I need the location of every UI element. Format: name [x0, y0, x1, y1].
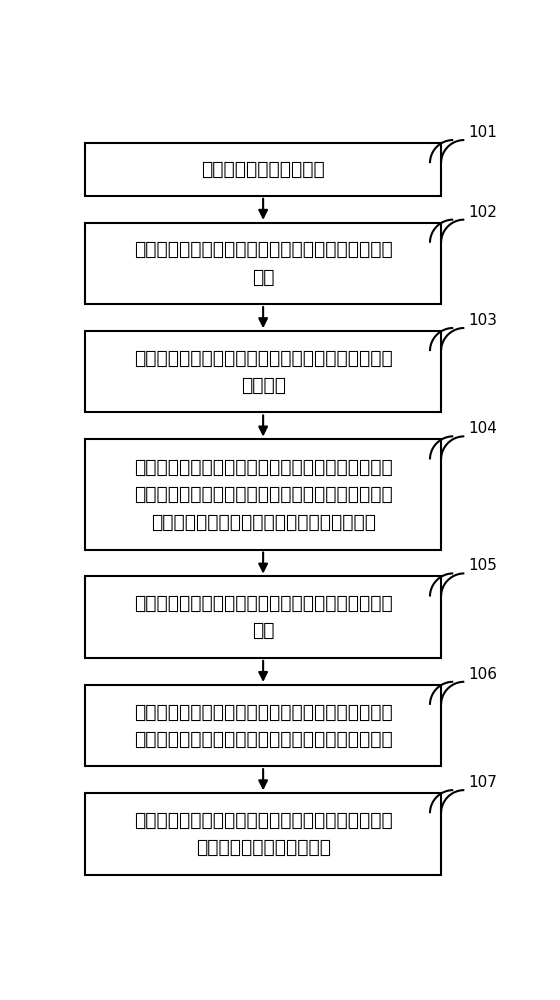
Text: 根据空预器出口漏风系数增加量和空预器入口过量空: 根据空预器出口漏风系数增加量和空预器入口过量空 — [134, 811, 393, 830]
Text: 根据空预器出口过量空气系数，确定空预器入口过量: 根据空预器出口过量空气系数，确定空预器入口过量 — [134, 349, 393, 368]
Text: 104: 104 — [469, 421, 497, 436]
Text: 106: 106 — [469, 667, 498, 682]
Text: 预器烟气漏风温度，确定空预器出口漏风系数增加量: 预器烟气漏风温度，确定空预器出口漏风系数增加量 — [134, 730, 393, 749]
Text: 器出口二次风温度、空预器入口一次风温度和空预器: 器出口二次风温度、空预器入口一次风温度和空预器 — [134, 485, 393, 504]
Text: 105: 105 — [469, 558, 497, 573]
Text: 气系数，确定空预器漏风率: 气系数，确定空预器漏风率 — [195, 838, 330, 857]
Text: 空气系数: 空气系数 — [241, 376, 286, 395]
Text: 101: 101 — [469, 125, 497, 140]
FancyBboxPatch shape — [85, 793, 441, 875]
Text: 根据空预器入口平均氧量，确定空预器出口过量空气: 根据空预器入口平均氧量，确定空预器出口过量空气 — [134, 240, 393, 259]
FancyBboxPatch shape — [85, 439, 441, 550]
Text: 103: 103 — [469, 313, 498, 328]
Text: 107: 107 — [469, 775, 497, 790]
Text: 根据空预器无漏风出口烟温、锅炉实际排烟温度和空: 根据空预器无漏风出口烟温、锅炉实际排烟温度和空 — [134, 702, 393, 721]
FancyBboxPatch shape — [85, 331, 441, 412]
FancyBboxPatch shape — [85, 223, 441, 304]
Text: 102: 102 — [469, 205, 497, 220]
Text: 获得空预器入口平均氧量: 获得空预器入口平均氧量 — [201, 160, 325, 179]
FancyBboxPatch shape — [85, 576, 441, 658]
FancyBboxPatch shape — [85, 685, 441, 766]
Text: 根据空预器入口烟温、空预器出口一次风温度、空预: 根据空预器入口烟温、空预器出口一次风温度、空预 — [134, 457, 393, 476]
Text: 温度: 温度 — [252, 621, 274, 640]
Text: 根据一次风温度和二次风温度，确定空预器烟气漏风: 根据一次风温度和二次风温度，确定空预器烟气漏风 — [134, 594, 393, 613]
Text: 系数: 系数 — [252, 267, 274, 286]
Text: 入口二次风温度，确定空预器无漏风出口烟温: 入口二次风温度，确定空预器无漏风出口烟温 — [151, 513, 376, 532]
FancyBboxPatch shape — [85, 143, 441, 196]
